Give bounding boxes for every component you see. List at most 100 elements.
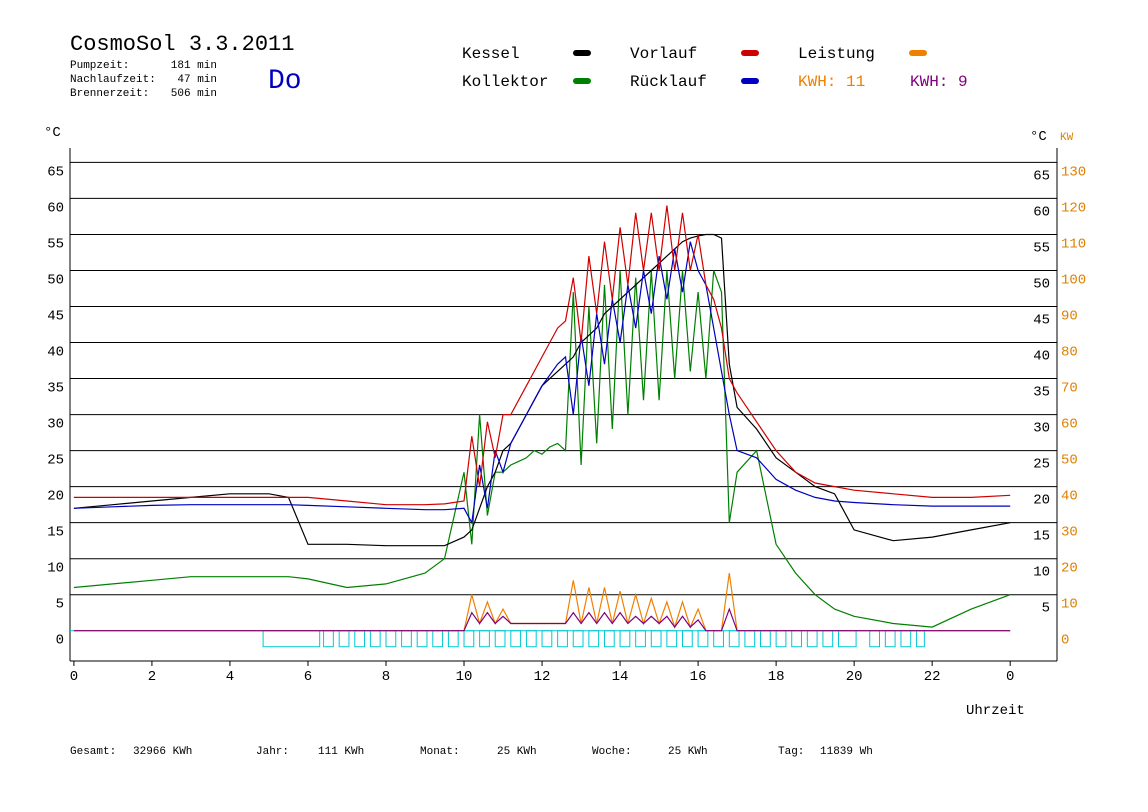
footer-value: 11839 Wh [820,746,873,758]
y-tick-label: 20 [47,489,64,505]
footer-label: Monat: [420,746,460,758]
x-tick-label: 12 [534,669,551,685]
x-tick-label: 6 [304,669,312,685]
y-right-tick-label: 5 [1042,601,1050,617]
series-line [73,233,1011,547]
x-tick-label: 4 [226,669,234,685]
pump-box [822,630,834,648]
pump-box [541,630,553,648]
y-right-tick-label: 35 [1033,385,1050,401]
pump-box [635,630,646,648]
pump-box [588,630,600,648]
legend-label: Leistung [798,45,875,63]
pump-box [884,630,896,648]
pump-box [385,630,397,648]
y2-tick-label: 120 [1061,200,1086,216]
pump-box [323,630,334,648]
y-tick-label: 50 [47,272,64,288]
y-right-tick-label: 60 [1033,204,1050,220]
y2-unit: KW [1060,132,1074,144]
series-line [73,607,1011,632]
pump-box [713,630,724,648]
x-tick-label: 18 [768,669,785,685]
y-tick-label: 40 [47,345,64,361]
pump-box [354,630,366,648]
footer-value: 25 KWh [497,746,537,758]
x-tick-label: 10 [456,669,473,685]
x-tick-label: 14 [612,669,629,685]
pump-box [494,630,506,648]
x-tick-label: 16 [690,669,707,685]
pump-box [760,630,771,648]
legend-label: Rücklauf [630,73,707,91]
y-tick-label: 55 [47,236,64,252]
pump-box [338,630,350,648]
pump-box [262,630,321,648]
y2-tick-label: 60 [1061,417,1078,433]
y-right-tick-label: 10 [1033,565,1050,581]
pump-box [525,630,537,648]
stat-value: 506 min [171,88,217,100]
pump-box [510,630,522,648]
x-tick-label: 8 [382,669,390,685]
pump-box [900,630,912,648]
x-tick-label: 22 [924,669,941,685]
stat-value: 181 min [171,60,217,72]
legend-label: Kollektor [462,73,548,91]
pump-box [603,630,615,648]
y-tick-label: 60 [47,200,64,216]
series-line [73,270,1011,628]
footer-label: Jahr: [256,746,289,758]
pump-box [401,630,412,648]
x-tick-label: 2 [148,669,156,685]
pump-box [697,630,709,648]
y2-tick-label: 100 [1061,272,1086,288]
pump-box [557,630,568,648]
stat-label: Nachlaufzeit: [70,74,156,86]
y2-tick-label: 70 [1061,381,1078,397]
y-right-tick-label: 20 [1033,493,1050,509]
pump-box [728,630,740,648]
pump-box [791,630,802,648]
y2-tick-label: 10 [1061,597,1078,613]
pump-box [416,630,428,648]
chart-title: CosmoSol 3.3.2011 [70,32,294,57]
pump-box [806,630,818,648]
pump-box [619,630,631,648]
y-tick-label: 30 [47,417,64,433]
footer-value: 32966 KWh [133,746,192,758]
y-tick-label: 15 [47,525,64,541]
y2-tick-label: 90 [1061,309,1078,325]
y-right-tick-label: 65 [1033,168,1050,184]
pump-box [447,630,459,648]
y2-tick-label: 80 [1061,345,1078,361]
y-unit: °C [1030,129,1047,145]
y-tick-label: 45 [47,309,64,325]
pump-box [369,630,381,648]
stat-value: 47 min [177,74,217,86]
y-right-tick-label: 30 [1033,421,1050,437]
pump-box [666,630,678,648]
pump-box [572,630,584,648]
y-tick-label: 5 [56,597,64,613]
y2-tick-label: 30 [1061,525,1078,541]
y2-tick-label: 0 [1061,633,1069,649]
y-tick-label: 25 [47,453,64,469]
stat-label: Pumpzeit: [70,60,129,72]
y-tick-label: 0 [56,633,64,649]
y-right-tick-label: 15 [1033,529,1050,545]
kwh-label: KWH: 9 [910,73,968,91]
weekday: Do [268,66,302,97]
x-tick-label: 20 [846,669,863,685]
pump-box [869,630,880,648]
y2-tick-label: 50 [1061,453,1078,469]
series-line [73,573,1011,632]
pump-box [479,630,490,648]
pump-box [744,630,756,648]
pump-box [681,630,693,648]
y-tick-label: 65 [47,164,64,180]
footer-label: Woche: [592,746,632,758]
x-tick-label: 0 [70,669,78,685]
